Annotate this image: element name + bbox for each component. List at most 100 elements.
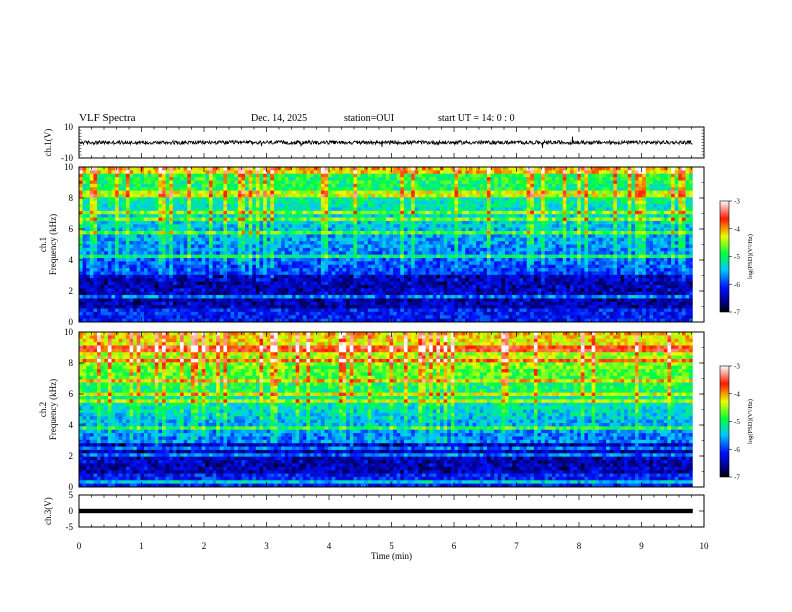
- ch1-spectrogram-cell: [169, 231, 174, 235]
- ch1-spectrogram-cell: [292, 190, 297, 195]
- ch1-spectrogram-cell: [183, 190, 188, 195]
- ch1-spectrogram-cell: [151, 183, 156, 188]
- ch1-spectrogram-cell: [273, 288, 278, 293]
- ch1-spectrogram-cell: [194, 241, 199, 245]
- ch1-spectrogram-cell: [425, 268, 430, 272]
- ch1-spectrogram-cell: [187, 301, 192, 306]
- ch1-spectrogram-cell: [180, 207, 185, 212]
- ch1-spectrogram-cell: [162, 207, 167, 212]
- ch1-spectrogram-cell: [313, 291, 318, 296]
- ch1-spectrogram-cell: [263, 318, 268, 323]
- ch1-spectrogram-cell: [382, 231, 387, 235]
- ch1-spectrogram-cell: [335, 231, 340, 235]
- ch1-spectrogram-cell: [129, 227, 134, 232]
- ch1-spectrogram-cell: [396, 197, 401, 202]
- ch1-spectrogram-cell: [328, 264, 333, 269]
- ch1-spectrogram-cell: [194, 298, 199, 303]
- ch1-spectrogram-cell: [411, 217, 416, 222]
- ch1-spectrogram-cell: [223, 234, 228, 239]
- ch1-spectrogram-cell: [328, 204, 333, 208]
- ch1-spectrogram-cell: [198, 261, 203, 266]
- ch1-spectrogram-cell: [172, 281, 177, 286]
- ch1-spectrogram-cell: [425, 180, 430, 185]
- ch1-spectrogram-cell: [219, 193, 224, 198]
- ch1-spectrogram-cell: [440, 274, 445, 279]
- ch1-spectrogram-cell: [353, 193, 358, 198]
- ch1-spectrogram-cell: [245, 278, 250, 282]
- ch1-spectrogram-cell: [151, 200, 156, 205]
- ch1-spectrogram-cell: [176, 311, 181, 316]
- ch1-spectrogram-cell: [324, 237, 329, 242]
- ch1-spectrogram-cell: [389, 247, 394, 252]
- ch1-spectrogram-cell: [219, 298, 224, 303]
- ch1-spectrogram-cell: [180, 288, 185, 293]
- ch1-spectrogram-cell: [115, 231, 120, 235]
- ch1-spectrogram-cell: [331, 224, 336, 229]
- ch1-spectrogram-cell: [140, 311, 145, 316]
- ch1-spectrogram-cell: [180, 224, 185, 229]
- ch1-spectrogram-cell: [281, 251, 286, 256]
- ch1-spectrogram-cell: [234, 281, 239, 286]
- ch1-spectrogram-cell: [447, 177, 452, 181]
- ch1-spectrogram-cell: [371, 305, 376, 309]
- ch1-spectrogram-cell: [450, 193, 455, 198]
- ch1-spectrogram-cell: [364, 237, 369, 242]
- ch1-spectrogram-cell: [425, 261, 430, 266]
- ch1-spectrogram-cell: [252, 254, 257, 259]
- ch1-spectrogram-cell: [299, 298, 304, 303]
- ch1-spectrogram-cell: [429, 298, 434, 303]
- ch1-spectrogram-cell: [93, 220, 98, 225]
- ch1-spectrogram-cell: [403, 244, 408, 249]
- ch1-spectrogram-cell: [400, 261, 405, 266]
- ch1-spectrogram-cell: [421, 197, 426, 202]
- ch1-spectrogram-cell: [93, 305, 98, 309]
- ch1-spectrogram-cell: [107, 177, 112, 181]
- ch1-spectrogram-cell: [277, 264, 282, 269]
- ch1-spectrogram-cell: [288, 204, 293, 208]
- ch1-spectrogram-cell: [382, 210, 387, 215]
- ch1-spectrogram-cell: [158, 197, 163, 202]
- ch1-spectrogram-cell: [346, 247, 351, 252]
- ch1-spectrogram-cell: [302, 234, 307, 239]
- ch1-spectrogram-cell: [263, 204, 268, 208]
- ch1-spectrogram-cell: [313, 190, 318, 195]
- ch1-spectrogram-cell: [201, 311, 206, 316]
- ch1-spectrogram-cell: [310, 241, 315, 245]
- ch1-spectrogram-cell: [331, 318, 336, 323]
- ch1-spectrogram-cell: [335, 197, 340, 202]
- ch1-spectrogram-cell: [356, 170, 361, 175]
- ch1-spectrogram-cell: [158, 177, 163, 181]
- ch1-spectrogram-cell: [82, 301, 87, 306]
- ch1-spectrogram-cell: [295, 187, 300, 191]
- ch1-spectrogram-cell: [299, 308, 304, 313]
- ch1-spectrogram-cell: [284, 224, 289, 229]
- ch1-spectrogram-cell: [136, 200, 141, 205]
- ch1-spectrogram-cell: [115, 210, 120, 215]
- ch1-spectrogram-cell: [378, 281, 383, 286]
- ch1-spectrogram-cell: [375, 288, 380, 293]
- ch1-spectrogram-cell: [432, 193, 437, 198]
- ch1-spectrogram-cell: [425, 227, 430, 232]
- ch1-spectrogram-cell: [288, 268, 293, 272]
- ch1-spectrogram-cell: [143, 318, 148, 323]
- ch1-spectrogram-cell: [97, 284, 102, 289]
- ch1-spectrogram-cell: [169, 170, 174, 175]
- ch1-spectrogram-cell: [230, 227, 235, 232]
- ch1-spectrogram-cell: [198, 318, 203, 323]
- ch1-spectrogram-cell: [335, 187, 340, 191]
- ch1-spectrogram-cell: [364, 224, 369, 229]
- ch1-spectrogram-cell: [194, 167, 199, 171]
- ch1-spectrogram-cell: [255, 268, 260, 272]
- ch1-spectrogram-cell: [227, 190, 232, 195]
- ch1-spectrogram-cell: [443, 207, 448, 212]
- ch1-spectrogram-cell: [310, 173, 315, 178]
- ch1-spectrogram-cell: [147, 237, 152, 242]
- ch1-spectrogram-cell: [292, 241, 297, 245]
- ch1-spectrogram-cell: [385, 278, 390, 282]
- ch1-spectrogram-cell: [407, 298, 412, 303]
- ch1-spectrogram-cell: [86, 264, 91, 269]
- ch1-spectrogram-cell: [317, 308, 322, 313]
- ch1-spectrogram-cell: [436, 237, 441, 242]
- ch1-spectrogram-cell: [97, 220, 102, 225]
- ch1-spectrogram-cell: [270, 210, 275, 215]
